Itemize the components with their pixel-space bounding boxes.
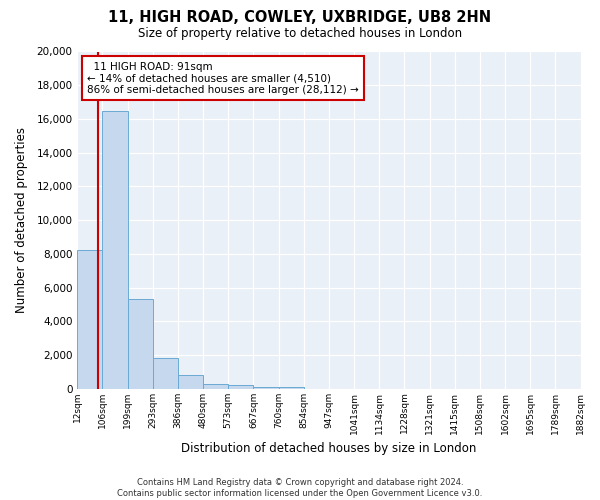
Text: Contains HM Land Registry data © Crown copyright and database right 2024.
Contai: Contains HM Land Registry data © Crown c… — [118, 478, 482, 498]
Bar — [253, 387, 278, 389]
X-axis label: Distribution of detached houses by size in London: Distribution of detached houses by size … — [181, 442, 476, 455]
Bar — [278, 387, 304, 389]
Bar — [153, 358, 178, 389]
Y-axis label: Number of detached properties: Number of detached properties — [15, 127, 28, 313]
Bar — [77, 250, 103, 389]
Text: 11, HIGH ROAD, COWLEY, UXBRIDGE, UB8 2HN: 11, HIGH ROAD, COWLEY, UXBRIDGE, UB8 2HN — [109, 10, 491, 25]
Bar — [178, 376, 203, 389]
Bar — [203, 384, 228, 389]
Text: Size of property relative to detached houses in London: Size of property relative to detached ho… — [138, 28, 462, 40]
Bar — [228, 386, 253, 389]
Text: 11 HIGH ROAD: 91sqm
← 14% of detached houses are smaller (4,510)
86% of semi-det: 11 HIGH ROAD: 91sqm ← 14% of detached ho… — [88, 62, 359, 95]
Bar — [128, 300, 153, 389]
Bar — [103, 110, 128, 389]
